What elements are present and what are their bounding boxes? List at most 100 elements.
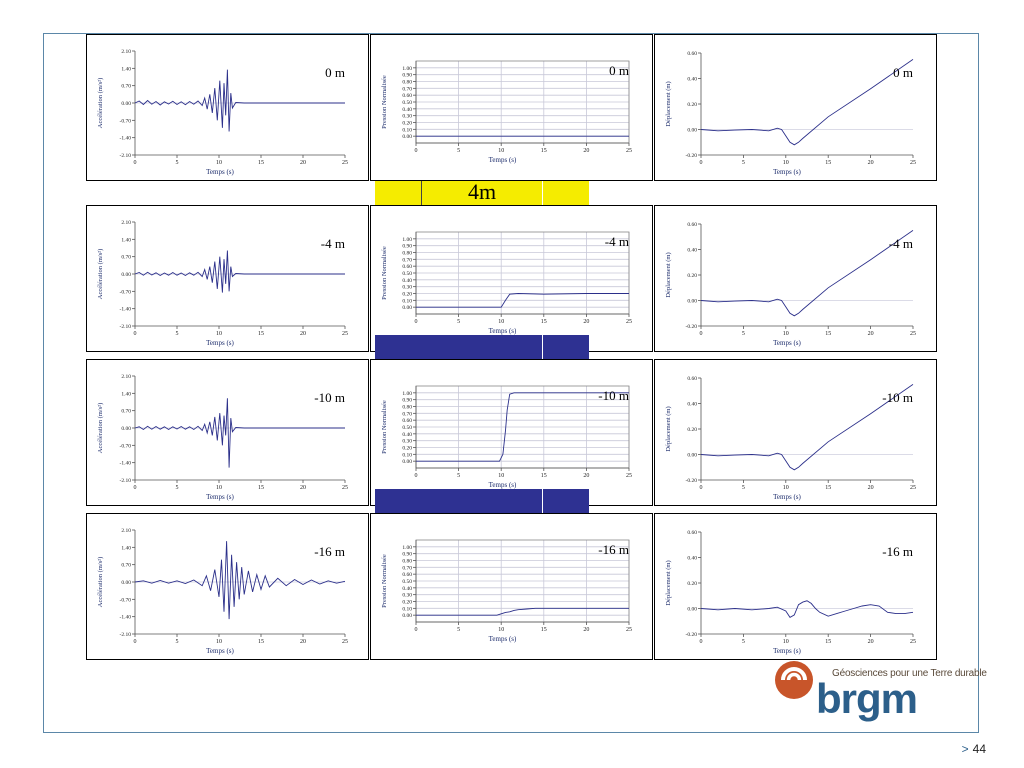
y-tick-label: -0.20: [686, 478, 698, 484]
x-tick-label: 10: [498, 148, 504, 154]
y-tick-label: 0.50: [402, 100, 412, 106]
x-tick-label: 15: [541, 319, 547, 325]
chart-svg: 2.10 1.40 0.70 0.00 -0.70 -1.40 -2.100 5 10 15 20 2…: [97, 528, 348, 655]
x-tick-label: 20: [868, 639, 874, 645]
y-tick-label: 0.20: [402, 600, 412, 606]
y-tick-label: 0.30: [402, 285, 412, 291]
y-tick-label: -1.40: [120, 307, 132, 313]
y-tick-label: 2.10: [121, 374, 131, 380]
y-axis-label: Accélération (m/s²): [97, 78, 104, 129]
y-axis-label: Accélération (m/s²): [97, 557, 104, 608]
y-tick-label: -1.40: [120, 461, 132, 467]
y-tick-label: 2.10: [121, 49, 131, 55]
y-axis-label: Pression Normalisée: [381, 400, 388, 454]
y-tick-label: 0.30: [402, 439, 412, 445]
x-axis-label: Temps (s): [489, 635, 517, 643]
y-axis-label: Pression Normalisée: [381, 246, 388, 300]
x-tick-label: 10: [783, 485, 789, 491]
x-tick-label: 20: [868, 160, 874, 166]
y-tick-label: 0.20: [687, 102, 697, 108]
soil-layer-bar-blue: [375, 335, 589, 359]
x-tick-label: 0: [700, 160, 703, 166]
layer-thickness-label: 4m: [467, 179, 497, 204]
y-tick-label: 0.40: [402, 107, 412, 113]
chart-svg: 1.000.900.800.700.600.500.400.300.200.10…: [381, 539, 632, 643]
x-tick-label: 5: [742, 331, 745, 337]
x-axis-label: Temps (s): [773, 647, 801, 655]
chart-panel: 2.10 1.40 0.70 0.00 -0.70 -1.40 -2.10 0 5 10 15 20 2…: [86, 34, 369, 181]
y-tick-label: 0.00: [121, 101, 131, 107]
soil-layer-bar-blue: [375, 489, 589, 513]
x-tick-label: 25: [910, 639, 916, 645]
depth-label: -4 m: [889, 236, 913, 251]
depth-label: -10 m: [882, 390, 913, 405]
y-axis-label: Déplacement (m): [665, 81, 672, 126]
y-tick-label: 2.10: [121, 220, 131, 226]
y-axis-label: Pression Normalisée: [381, 75, 388, 129]
y-tick-label: 0.70: [121, 255, 131, 261]
y-tick-label: 1.00: [402, 66, 412, 72]
y-tick-label: 0.40: [687, 556, 697, 562]
y-tick-label: 0.00: [687, 607, 697, 613]
y-tick-label: 0.00: [687, 299, 697, 305]
x-axis-label: Temps (s): [206, 168, 234, 176]
x-tick-label: 10: [498, 319, 504, 325]
depth-label: 0 m: [609, 63, 629, 78]
y-tick-label: 0.40: [402, 586, 412, 592]
y-axis-label: Accélération (m/s²): [97, 403, 104, 454]
x-tick-label: 0: [415, 148, 418, 154]
brgm-logo: Géosciences pour une Terre durable brgm: [772, 656, 987, 726]
x-tick-label: 10: [498, 627, 504, 633]
y-tick-label: 1.40: [121, 66, 131, 72]
x-tick-label: 0: [134, 331, 137, 337]
y-tick-label: 0.70: [402, 257, 412, 263]
y-tick-label: 0.40: [402, 278, 412, 284]
x-tick-label: 0: [700, 331, 703, 337]
y-tick-label: 0.10: [402, 127, 412, 133]
y-axis-label: Accélération (m/s²): [97, 249, 104, 300]
brgm-mark-icon: [775, 661, 813, 699]
chart-svg: 2.10 1.40 0.70 0.00 -0.70 -1.40 -2.100 5 10 15 20 2…: [97, 220, 348, 347]
chart-panel: 2.10 1.40 0.70 0.00 -0.70 -1.40 -2.10 0 5 10 15 20 2…: [86, 359, 369, 506]
y-tick-label: 1.00: [402, 237, 412, 243]
series-line: [416, 607, 629, 616]
y-axis-label: Déplacement (m): [665, 560, 672, 605]
x-tick-label: 0: [134, 485, 137, 491]
y-tick-label: 0.00: [687, 128, 697, 134]
y-tick-label: 0.20: [687, 581, 697, 587]
y-tick-label: 0.20: [687, 273, 697, 279]
x-axis-label: Temps (s): [773, 493, 801, 501]
x-tick-label: 15: [541, 473, 547, 479]
y-tick-label: 0.90: [402, 244, 412, 250]
y-tick-label: 0.80: [402, 80, 412, 86]
y-tick-label: -0.20: [686, 324, 698, 330]
x-tick-label: 15: [258, 639, 264, 645]
series-line: [134, 69, 345, 132]
x-tick-label: 20: [868, 331, 874, 337]
x-tick-label: 0: [415, 319, 418, 325]
y-tick-label: 0.70: [121, 84, 131, 90]
y-tick-label: 0.70: [121, 563, 131, 569]
x-axis-label: Temps (s): [773, 339, 801, 347]
x-tick-label: 10: [216, 160, 222, 166]
x-tick-label: 25: [626, 473, 632, 479]
y-tick-label: -1.40: [120, 136, 132, 142]
y-tick-label: -0.20: [686, 632, 698, 638]
y-axis-label: Déplacement (m): [665, 252, 672, 297]
x-axis-label: Temps (s): [206, 647, 234, 655]
x-tick-label: 5: [176, 331, 179, 337]
x-tick-label: 5: [457, 319, 460, 325]
x-tick-label: 15: [825, 160, 831, 166]
depth-label: -10 m: [314, 390, 345, 405]
x-tick-label: 25: [342, 331, 348, 337]
x-tick-label: 15: [825, 331, 831, 337]
x-tick-label: 25: [342, 639, 348, 645]
x-tick-label: 15: [541, 627, 547, 633]
x-tick-label: 0: [700, 639, 703, 645]
logo-wordmark: brgm: [816, 675, 918, 722]
series-line: [134, 398, 345, 468]
y-tick-label: -0.20: [686, 153, 698, 159]
layer-divider: [421, 181, 422, 205]
y-tick-label: 0.00: [121, 580, 131, 586]
y-tick-label: 0.30: [402, 593, 412, 599]
